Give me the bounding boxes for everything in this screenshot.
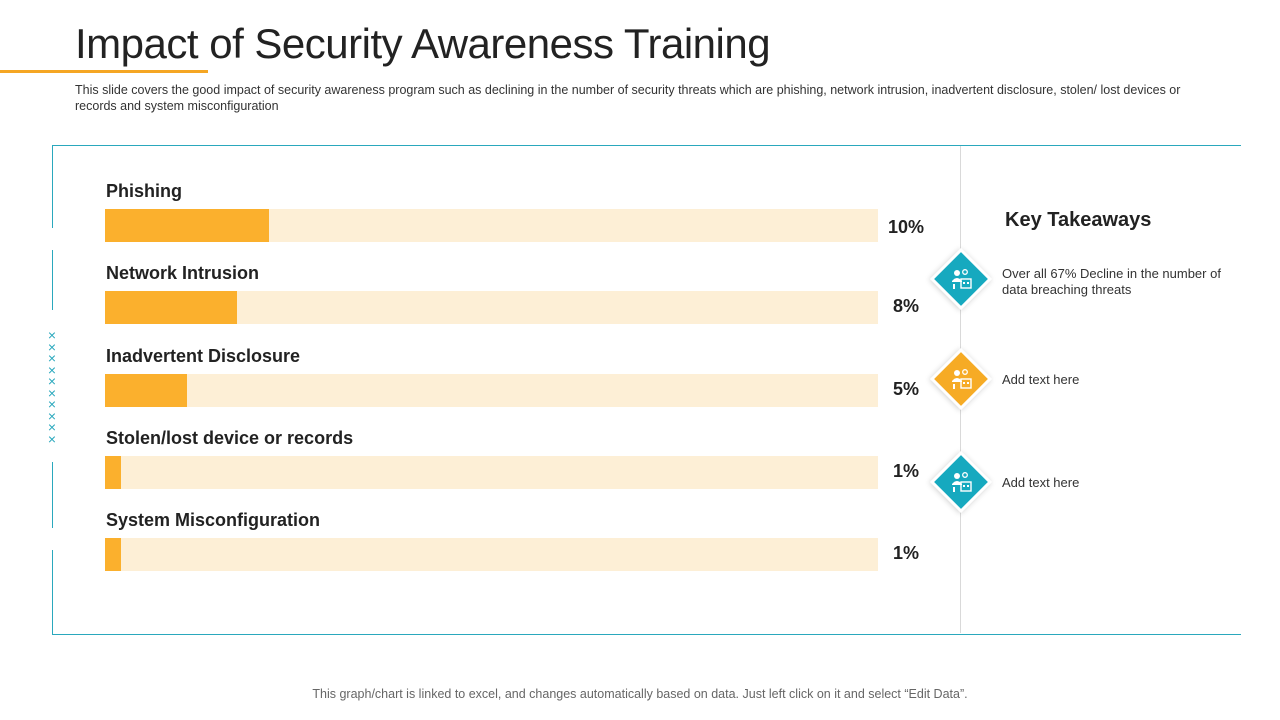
bar-track	[105, 209, 878, 242]
takeaway-badge	[934, 252, 988, 306]
page-title: Impact of Security Awareness Training	[75, 20, 771, 67]
takeaway-text: Over all 67% Decline in the number of da…	[1002, 266, 1221, 297]
bar[interactable]	[105, 455, 122, 489]
bar-value-label: 1%	[892, 460, 919, 481]
bar-track	[105, 291, 878, 325]
security-team-icon	[952, 269, 972, 289]
security-team-icon	[952, 369, 972, 389]
bar-label: Inadvertent Disclosure	[106, 345, 301, 366]
bar-label: Stolen/lost device or records	[106, 427, 354, 448]
bar-value-label: 8%	[892, 296, 919, 317]
takeaway-text: Add text here	[1002, 372, 1080, 387]
bar[interactable]	[105, 291, 237, 325]
bar[interactable]	[105, 538, 122, 572]
footer-note: This graph/chart is linked to excel, and…	[312, 687, 968, 701]
frame-left-edge-top	[52, 145, 53, 228]
security-team-icon	[952, 472, 972, 492]
bar-track	[105, 373, 878, 407]
bar-value-label: 1%	[892, 543, 919, 564]
bar[interactable]	[105, 209, 270, 242]
bar-track	[105, 538, 878, 572]
decorative-x-pattern: × × × × × × × × × ×	[47, 327, 57, 447]
title-underline	[0, 70, 208, 73]
takeaway-item: Over all 67% Decline in the number of da…	[934, 252, 1234, 308]
key-takeaways-title: Key Takeaways	[1005, 209, 1152, 231]
takeaway-text: Add text here	[1002, 475, 1080, 490]
takeaway-item: Add text here	[934, 352, 1234, 408]
bar-track	[105, 455, 878, 489]
frame-left-edge-upper	[52, 250, 53, 310]
bar-label: System Misconfiguration	[106, 510, 321, 531]
chart-frame	[52, 145, 1241, 635]
bar-value-label: 10%	[887, 217, 925, 237]
bar-label: Phishing	[106, 181, 182, 201]
frame-left-edge-lower	[52, 462, 53, 528]
page-subtitle: This slide covers the good impact of sec…	[75, 83, 1181, 113]
takeaway-badge	[934, 352, 988, 406]
bar-label: Network Intrusion	[106, 263, 260, 284]
takeaway-badge	[934, 455, 988, 509]
bar-value-label: 5%	[892, 378, 919, 399]
takeaway-item: Add text here	[934, 455, 1234, 511]
frame-left-edge-bottom	[52, 550, 53, 634]
bar[interactable]	[105, 373, 188, 407]
